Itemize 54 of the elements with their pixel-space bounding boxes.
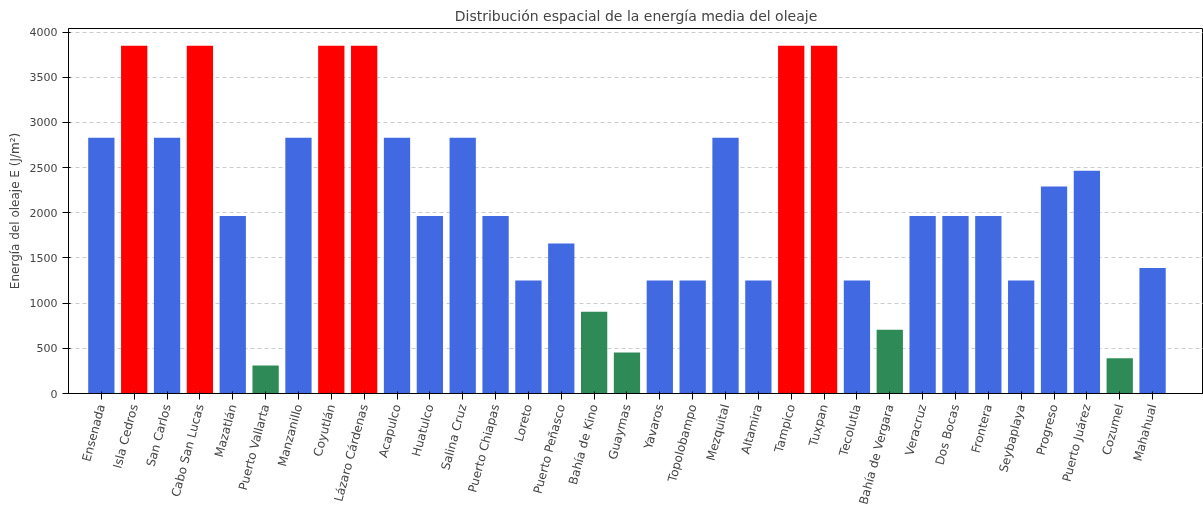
y-tick-label: 3000 bbox=[29, 116, 58, 130]
bar bbox=[876, 329, 903, 394]
bar bbox=[351, 45, 378, 394]
bar bbox=[219, 215, 246, 394]
bar bbox=[1073, 170, 1101, 394]
x-tick-label: Loreto bbox=[511, 402, 536, 443]
bar bbox=[679, 280, 706, 394]
x-tick-label: Puerto Vallarta bbox=[235, 402, 273, 492]
bar bbox=[121, 45, 148, 394]
bar bbox=[318, 45, 345, 394]
y-tick-label: 1000 bbox=[29, 297, 58, 311]
bar bbox=[88, 137, 115, 394]
bar bbox=[942, 215, 969, 394]
x-tick-label: Tuxpan bbox=[805, 402, 831, 449]
y-axis-title: Energía del oleaje E (J/m²) bbox=[7, 132, 22, 290]
x-tick-label: San Carlos bbox=[143, 402, 174, 469]
bar bbox=[909, 215, 936, 394]
bar bbox=[548, 243, 575, 394]
y-tick-label: 3500 bbox=[29, 71, 58, 85]
bar bbox=[252, 365, 279, 394]
bar bbox=[416, 215, 443, 394]
x-tick-label: Bahía de Kino bbox=[565, 402, 601, 487]
bar bbox=[778, 45, 805, 394]
bar bbox=[1139, 267, 1166, 394]
y-tick-label: 0 bbox=[50, 387, 58, 401]
bar bbox=[1040, 186, 1068, 394]
y-tick-label: 2000 bbox=[29, 206, 58, 220]
bar bbox=[153, 137, 181, 394]
bar bbox=[745, 280, 772, 394]
y-tick-label: 4000 bbox=[29, 26, 58, 40]
bar bbox=[712, 137, 739, 394]
chart-title: Distribución espacial de la energía media del oleaje bbox=[454, 7, 818, 24]
bar bbox=[613, 352, 641, 394]
bar bbox=[975, 215, 1002, 394]
bar bbox=[810, 45, 838, 394]
bar bbox=[449, 137, 476, 394]
y-tick-label: 1500 bbox=[29, 251, 58, 265]
bar bbox=[580, 311, 608, 394]
bar bbox=[1008, 280, 1035, 394]
bar bbox=[186, 45, 214, 394]
x-tick-label: Yavaros bbox=[640, 402, 667, 452]
x-tick-label: Puerto Juárez bbox=[1059, 402, 1094, 484]
y-tick-label: 2500 bbox=[29, 161, 58, 175]
bar bbox=[482, 215, 509, 394]
bar bbox=[515, 280, 542, 394]
x-tick-label: Dos Bocas bbox=[932, 402, 963, 467]
bar bbox=[383, 137, 411, 394]
bar bbox=[843, 280, 871, 394]
bar bbox=[1106, 358, 1133, 394]
bar bbox=[646, 280, 673, 394]
x-tick-label: Isla Cedros bbox=[110, 402, 141, 470]
bar bbox=[285, 137, 312, 394]
x-tick-label: Salina Cruz bbox=[438, 402, 470, 472]
y-tick-label: 500 bbox=[36, 342, 58, 356]
